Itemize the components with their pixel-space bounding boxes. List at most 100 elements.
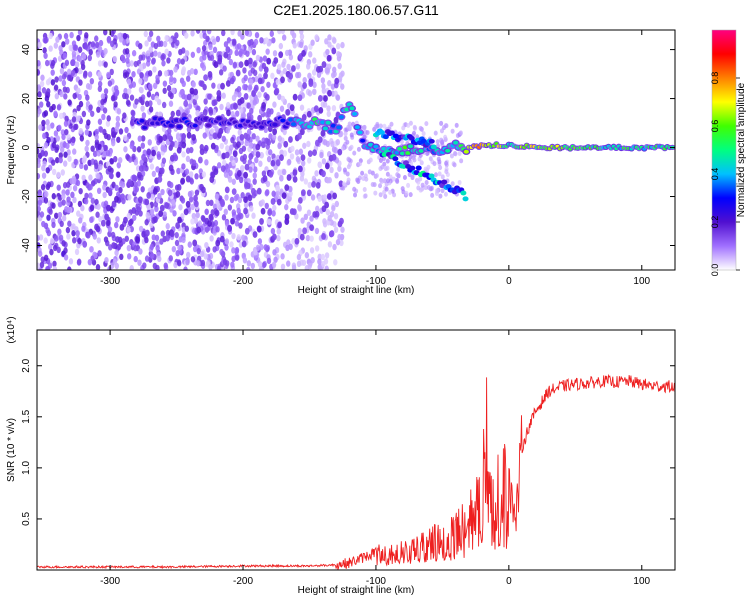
noise-speckle <box>122 92 127 100</box>
noise-speckle <box>127 219 133 227</box>
noise-speckle <box>281 192 287 200</box>
noise-speckle <box>336 42 341 50</box>
noise-speckle <box>197 220 203 227</box>
noise-speckle <box>41 87 47 94</box>
noise-speckle <box>356 146 361 152</box>
noise-speckle <box>264 111 270 118</box>
noise-speckle <box>233 103 238 110</box>
noise-speckle <box>110 95 116 102</box>
noise-speckle <box>153 50 158 57</box>
ridge-mark <box>357 130 363 135</box>
noise-speckle <box>140 142 145 149</box>
noise-speckle <box>37 69 40 76</box>
noise-speckle <box>253 166 258 173</box>
noise-speckle <box>444 160 449 166</box>
noise-speckle <box>225 46 231 54</box>
noise-speckle <box>384 186 389 192</box>
noise-speckle <box>322 218 327 225</box>
noise-speckle <box>260 85 265 93</box>
noise-speckle <box>256 187 262 195</box>
noise-speckle <box>266 257 272 265</box>
noise-speckle <box>289 104 295 112</box>
noise-speckle <box>218 69 224 76</box>
noise-speckle <box>154 234 160 242</box>
noise-speckle <box>187 190 193 198</box>
noise-speckle <box>56 184 61 191</box>
noise-speckle <box>127 88 132 95</box>
noise-speckle <box>331 47 337 55</box>
noise-speckle <box>137 196 143 204</box>
noise-speckle <box>194 189 200 196</box>
noise-speckle <box>142 262 147 269</box>
noise-speckle <box>437 171 442 177</box>
noise-speckle <box>107 266 112 270</box>
noise-speckle <box>219 103 224 111</box>
noise-speckle <box>321 170 326 178</box>
noise-speckle <box>291 264 297 270</box>
noise-speckle <box>149 243 155 251</box>
noise-speckle <box>74 123 79 130</box>
noise-speckle <box>181 47 186 54</box>
noise-speckle <box>58 234 64 241</box>
noise-speckle <box>294 237 300 245</box>
noise-speckle <box>225 80 231 87</box>
noise-speckle <box>138 54 143 61</box>
noise-speckle <box>37 205 41 213</box>
noise-speckle <box>193 194 198 202</box>
noise-speckle <box>147 35 152 42</box>
noise-speckle <box>89 204 95 212</box>
noise-speckle <box>229 241 234 248</box>
noise-speckle <box>219 235 225 243</box>
noise-speckle <box>261 101 267 109</box>
noise-speckle <box>45 59 50 67</box>
spectrogram-x-tick-label: -200 <box>233 276 253 287</box>
noise-speckle <box>168 164 174 172</box>
noise-speckle <box>157 70 163 77</box>
noise-speckle <box>94 133 99 141</box>
noise-speckle <box>420 182 425 188</box>
noise-speckle <box>63 32 69 40</box>
noise-speckle <box>260 141 266 149</box>
noise-speckle <box>231 178 236 185</box>
noise-speckle <box>322 139 328 146</box>
noise-speckle <box>42 132 47 140</box>
noise-speckle <box>317 195 322 202</box>
noise-speckle <box>309 247 315 254</box>
noise-speckle <box>313 105 319 113</box>
noise-speckle <box>244 181 249 188</box>
noise-speckle <box>176 146 182 154</box>
noise-speckle <box>396 166 401 172</box>
noise-speckle <box>270 227 276 235</box>
noise-speckle <box>58 152 64 159</box>
noise-speckle <box>297 81 302 88</box>
noise-speckle <box>43 37 48 44</box>
noise-speckle <box>209 128 215 135</box>
noise-speckle <box>259 152 265 159</box>
ridge-mark <box>407 144 414 149</box>
noise-speckle <box>181 132 186 140</box>
noise-speckle <box>65 226 71 234</box>
noise-speckle <box>349 144 354 150</box>
ridge-mark <box>453 140 459 145</box>
noise-speckle <box>252 178 257 185</box>
noise-speckle <box>272 101 277 108</box>
noise-speckle <box>138 43 143 50</box>
noise-speckle <box>48 243 53 251</box>
noise-speckle <box>245 134 251 141</box>
noise-speckle <box>222 159 227 166</box>
noise-speckle <box>96 106 101 113</box>
noise-speckle <box>138 96 143 103</box>
noise-speckle <box>301 50 306 57</box>
noise-speckle <box>69 31 74 39</box>
noise-speckle <box>199 32 204 39</box>
noise-speckle <box>385 165 390 171</box>
ridge-mark <box>333 129 339 134</box>
noise-speckle <box>106 115 111 122</box>
noise-speckle <box>224 220 230 227</box>
noise-speckle <box>186 131 192 139</box>
noise-speckle <box>383 193 388 199</box>
noise-speckle <box>218 127 224 135</box>
noise-speckle <box>71 50 77 58</box>
noise-speckle <box>166 57 171 64</box>
noise-speckle <box>256 225 262 233</box>
